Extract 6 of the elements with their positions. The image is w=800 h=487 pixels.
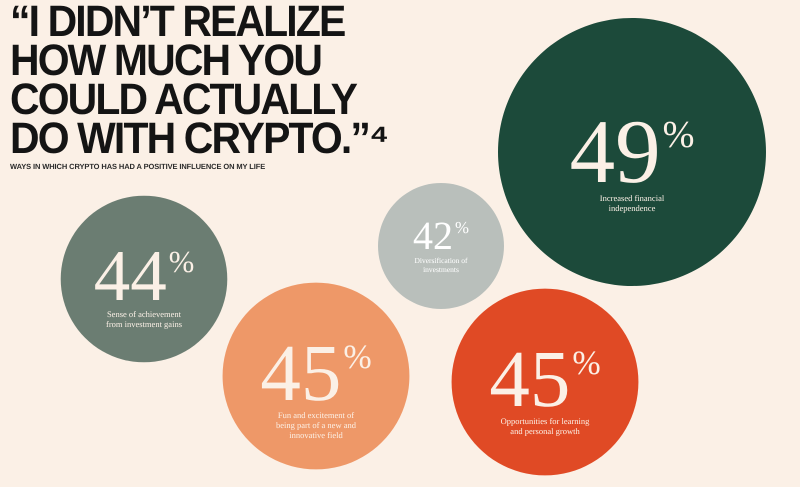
data-label: 42% bbox=[413, 213, 469, 258]
category-label: Opportunities for learning and personal growth bbox=[500, 416, 590, 436]
text: “I DIDN’T REALIZE HOW MUCH YOU COULD ACTUALLY DO WITH CRYPTO.”⁴ bbox=[10, 0, 388, 163]
category-label: Sense of achievement from investment gains bbox=[104, 308, 183, 330]
category-label: Increased financial independence bbox=[598, 192, 666, 214]
category-label: Fun and excitement of being part of a new and innovative field bbox=[274, 410, 357, 440]
